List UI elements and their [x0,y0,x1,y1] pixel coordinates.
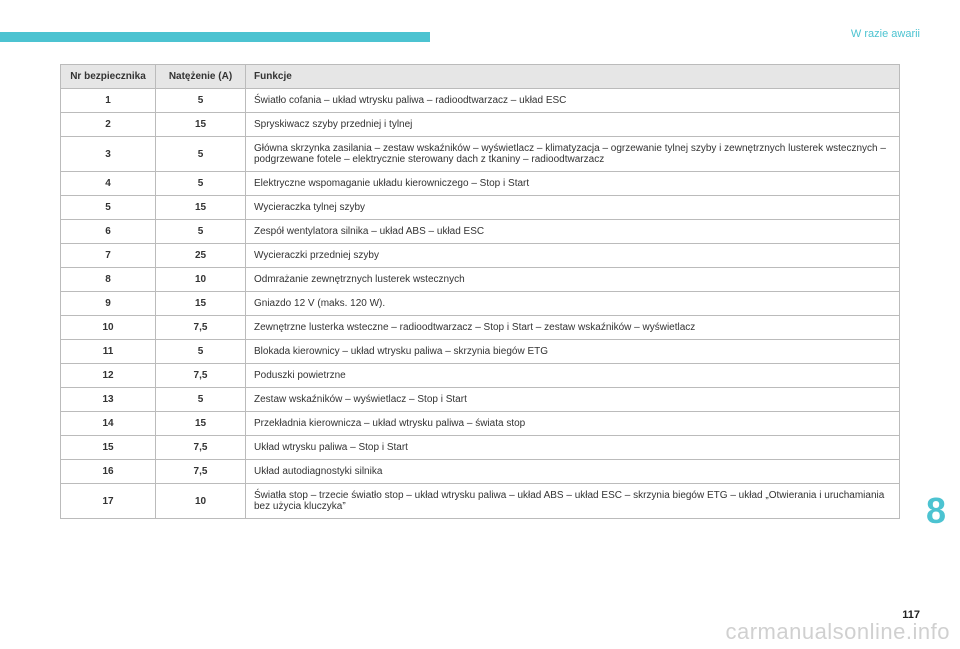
cell-function: Zestaw wskaźników – wyświetlacz – Stop i… [246,388,900,412]
cell-amperage: 7,5 [156,364,246,388]
cell-amperage: 7,5 [156,436,246,460]
cell-amperage: 5 [156,220,246,244]
table-row: 167,5Układ autodiagnostyki silnika [61,460,900,484]
cell-fuse-number: 6 [61,220,156,244]
table-row: 1710Światła stop – trzecie światło stop … [61,484,900,519]
cell-fuse-number: 2 [61,113,156,137]
cell-function: Gniazdo 12 V (maks. 120 W). [246,292,900,316]
header-functions: Funkcje [246,65,900,89]
cell-amperage: 15 [156,292,246,316]
cell-function: Przekładnia kierownicza – układ wtrysku … [246,412,900,436]
cell-function: Główna skrzynka zasilania – zestaw wskaź… [246,137,900,172]
cell-amperage: 5 [156,340,246,364]
table-row: 45Elektryczne wspomaganie układu kierown… [61,172,900,196]
cell-amperage: 5 [156,388,246,412]
cell-amperage: 15 [156,113,246,137]
cell-function: Układ autodiagnostyki silnika [246,460,900,484]
cell-fuse-number: 16 [61,460,156,484]
cell-amperage: 15 [156,412,246,436]
cell-function: Zespół wentylatora silnika – układ ABS –… [246,220,900,244]
table-row: 65Zespół wentylatora silnika – układ ABS… [61,220,900,244]
table-row: 15Światło cofania – układ wtrysku paliwa… [61,89,900,113]
cell-amperage: 7,5 [156,316,246,340]
accent-bar [0,32,430,42]
cell-fuse-number: 4 [61,172,156,196]
cell-function: Wycieraczki przedniej szyby [246,244,900,268]
table-row: 107,5Zewnętrzne lusterka wsteczne – radi… [61,316,900,340]
cell-amperage: 10 [156,484,246,519]
watermark: carmanualsonline.info [725,619,950,645]
cell-fuse-number: 7 [61,244,156,268]
cell-amperage: 5 [156,172,246,196]
table-row: 135Zestaw wskaźników – wyświetlacz – Sto… [61,388,900,412]
cell-function: Elektryczne wspomaganie układu kierownic… [246,172,900,196]
cell-fuse-number: 5 [61,196,156,220]
cell-function: Światło cofania – układ wtrysku paliwa –… [246,89,900,113]
header-fuse-number: Nr bezpiecznika [61,65,156,89]
cell-fuse-number: 17 [61,484,156,519]
cell-function: Odmrażanie zewnętrznych lusterek wsteczn… [246,268,900,292]
table-row: 35Główna skrzynka zasilania – zestaw wsk… [61,137,900,172]
section-title: W razie awarii [851,28,920,40]
table-row: 515Wycieraczka tylnej szyby [61,196,900,220]
cell-function: Poduszki powietrzne [246,364,900,388]
cell-amperage: 25 [156,244,246,268]
cell-function: Blokada kierownicy – układ wtrysku paliw… [246,340,900,364]
cell-fuse-number: 12 [61,364,156,388]
chapter-number: 8 [926,490,946,532]
cell-function: Spryskiwacz szyby przedniej i tylnej [246,113,900,137]
table-row: 1415Przekładnia kierownicza – układ wtry… [61,412,900,436]
cell-function: Zewnętrzne lusterka wsteczne – radioodtw… [246,316,900,340]
cell-fuse-number: 14 [61,412,156,436]
cell-amperage: 7,5 [156,460,246,484]
cell-amperage: 10 [156,268,246,292]
table-body: 15Światło cofania – układ wtrysku paliwa… [61,89,900,519]
cell-amperage: 15 [156,196,246,220]
table-row: 915Gniazdo 12 V (maks. 120 W). [61,292,900,316]
table-header-row: Nr bezpiecznika Natężenie (A) Funkcje [61,65,900,89]
cell-fuse-number: 15 [61,436,156,460]
table-row: 215Spryskiwacz szyby przedniej i tylnej [61,113,900,137]
cell-fuse-number: 13 [61,388,156,412]
cell-fuse-number: 10 [61,316,156,340]
fuse-table: Nr bezpiecznika Natężenie (A) Funkcje 15… [60,64,900,519]
cell-fuse-number: 8 [61,268,156,292]
cell-function: Układ wtrysku paliwa – Stop i Start [246,436,900,460]
table-row: 115Blokada kierownicy – układ wtrysku pa… [61,340,900,364]
cell-amperage: 5 [156,89,246,113]
table-row: 127,5Poduszki powietrzne [61,364,900,388]
cell-function: Światła stop – trzecie światło stop – uk… [246,484,900,519]
cell-fuse-number: 9 [61,292,156,316]
cell-amperage: 5 [156,137,246,172]
table-row: 157,5Układ wtrysku paliwa – Stop i Start [61,436,900,460]
table-row: 725Wycieraczki przedniej szyby [61,244,900,268]
cell-fuse-number: 1 [61,89,156,113]
cell-fuse-number: 11 [61,340,156,364]
cell-function: Wycieraczka tylnej szyby [246,196,900,220]
cell-fuse-number: 3 [61,137,156,172]
table-row: 810Odmrażanie zewnętrznych lusterek wste… [61,268,900,292]
header-amperage: Natężenie (A) [156,65,246,89]
